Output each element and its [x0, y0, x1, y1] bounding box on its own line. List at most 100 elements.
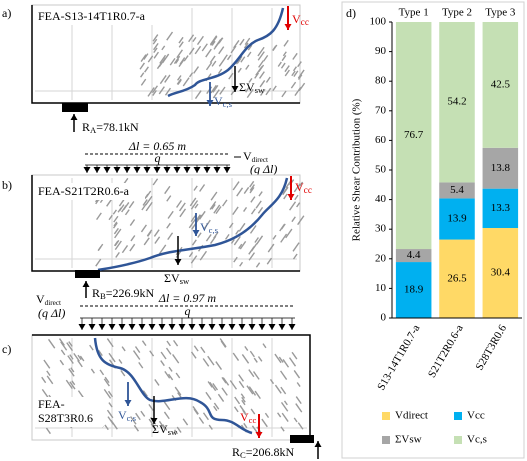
arrow-head	[123, 167, 131, 173]
value-label: 30.4	[491, 267, 511, 279]
y-tick-label: 50	[375, 164, 387, 176]
crack	[255, 262, 261, 268]
crack	[202, 412, 209, 421]
crack	[282, 51, 287, 57]
crack	[282, 186, 289, 196]
crack	[269, 378, 275, 385]
crack	[150, 423, 157, 432]
crack	[176, 78, 182, 85]
crack	[292, 52, 298, 60]
crack	[240, 393, 246, 399]
label-sub: cc	[249, 415, 257, 425]
crack	[279, 370, 288, 380]
crack	[46, 370, 51, 376]
crack	[213, 42, 220, 50]
arrow-head	[168, 324, 176, 330]
crack	[147, 231, 152, 237]
crack	[113, 227, 119, 235]
direct-note: (q Δl)	[250, 162, 277, 176]
crack	[69, 354, 74, 360]
crack	[262, 343, 267, 349]
crack	[238, 380, 245, 389]
crack	[228, 72, 234, 80]
crack	[240, 56, 246, 63]
crack	[293, 70, 299, 77]
crack	[215, 361, 223, 370]
crack	[277, 412, 282, 418]
top-label: Type 2	[442, 7, 472, 19]
bar-segment	[482, 22, 519, 148]
crack	[97, 349, 103, 357]
crack	[272, 44, 278, 52]
crack	[239, 38, 245, 46]
label-main: V	[292, 12, 301, 26]
crack	[130, 235, 136, 242]
label-sub: c,s	[209, 225, 219, 235]
crack	[230, 239, 235, 244]
arrow-head	[248, 324, 256, 330]
y-tick-label: 80	[375, 75, 387, 87]
crack	[176, 49, 183, 59]
crack	[205, 61, 213, 71]
crack	[193, 185, 198, 191]
x-tick-label: S21T2R0.6-a	[426, 323, 466, 380]
crack	[267, 243, 275, 253]
crack-path	[167, 7, 285, 98]
crack	[209, 201, 217, 210]
crack	[274, 384, 282, 394]
crack	[282, 359, 290, 368]
crack	[298, 82, 306, 92]
legend-label: Vcc	[467, 410, 485, 422]
crack	[199, 184, 206, 192]
crack	[220, 340, 227, 348]
crack	[278, 356, 284, 363]
label-sub: c,s	[223, 99, 233, 109]
crack	[79, 355, 85, 362]
crack	[243, 422, 248, 429]
crack	[198, 210, 206, 220]
specimen-name: FEA-S21T2R0.6-a	[38, 184, 130, 198]
arrow-head	[70, 114, 78, 120]
crack	[295, 403, 303, 413]
crack	[221, 376, 227, 384]
force-label: Vc,s	[200, 220, 219, 235]
crack	[235, 229, 240, 235]
crack	[292, 242, 300, 252]
crack	[236, 187, 244, 197]
crack	[196, 35, 204, 46]
crack	[162, 53, 170, 64]
crack	[174, 386, 182, 396]
crack	[45, 427, 51, 435]
y-tick-label: 10	[375, 282, 387, 294]
crack	[226, 54, 232, 61]
bar-segment	[482, 228, 519, 318]
crack	[250, 243, 258, 252]
crack	[143, 53, 149, 60]
crack	[77, 390, 84, 398]
bar-segment	[439, 239, 475, 318]
arrow-head	[188, 324, 196, 330]
arrow-head	[124, 400, 132, 406]
arrow-head	[183, 167, 191, 173]
crack	[140, 54, 147, 62]
crack	[41, 376, 47, 384]
crack	[151, 85, 159, 94]
y-axis-title: Relative Shear Contribution (%)	[351, 98, 363, 241]
arrow-head	[128, 324, 136, 330]
arrow-head	[287, 194, 295, 200]
crack	[172, 354, 180, 364]
crack	[147, 87, 155, 97]
crack	[232, 181, 240, 191]
crack	[58, 338, 65, 346]
crack	[228, 222, 234, 229]
crack	[254, 72, 260, 79]
crack	[112, 222, 118, 229]
crack	[210, 191, 218, 201]
crack	[297, 215, 305, 226]
crack	[132, 350, 141, 360]
bar-segment	[395, 249, 432, 263]
force-label: Vcc	[292, 12, 309, 28]
crack	[169, 58, 176, 66]
crack	[114, 239, 120, 247]
